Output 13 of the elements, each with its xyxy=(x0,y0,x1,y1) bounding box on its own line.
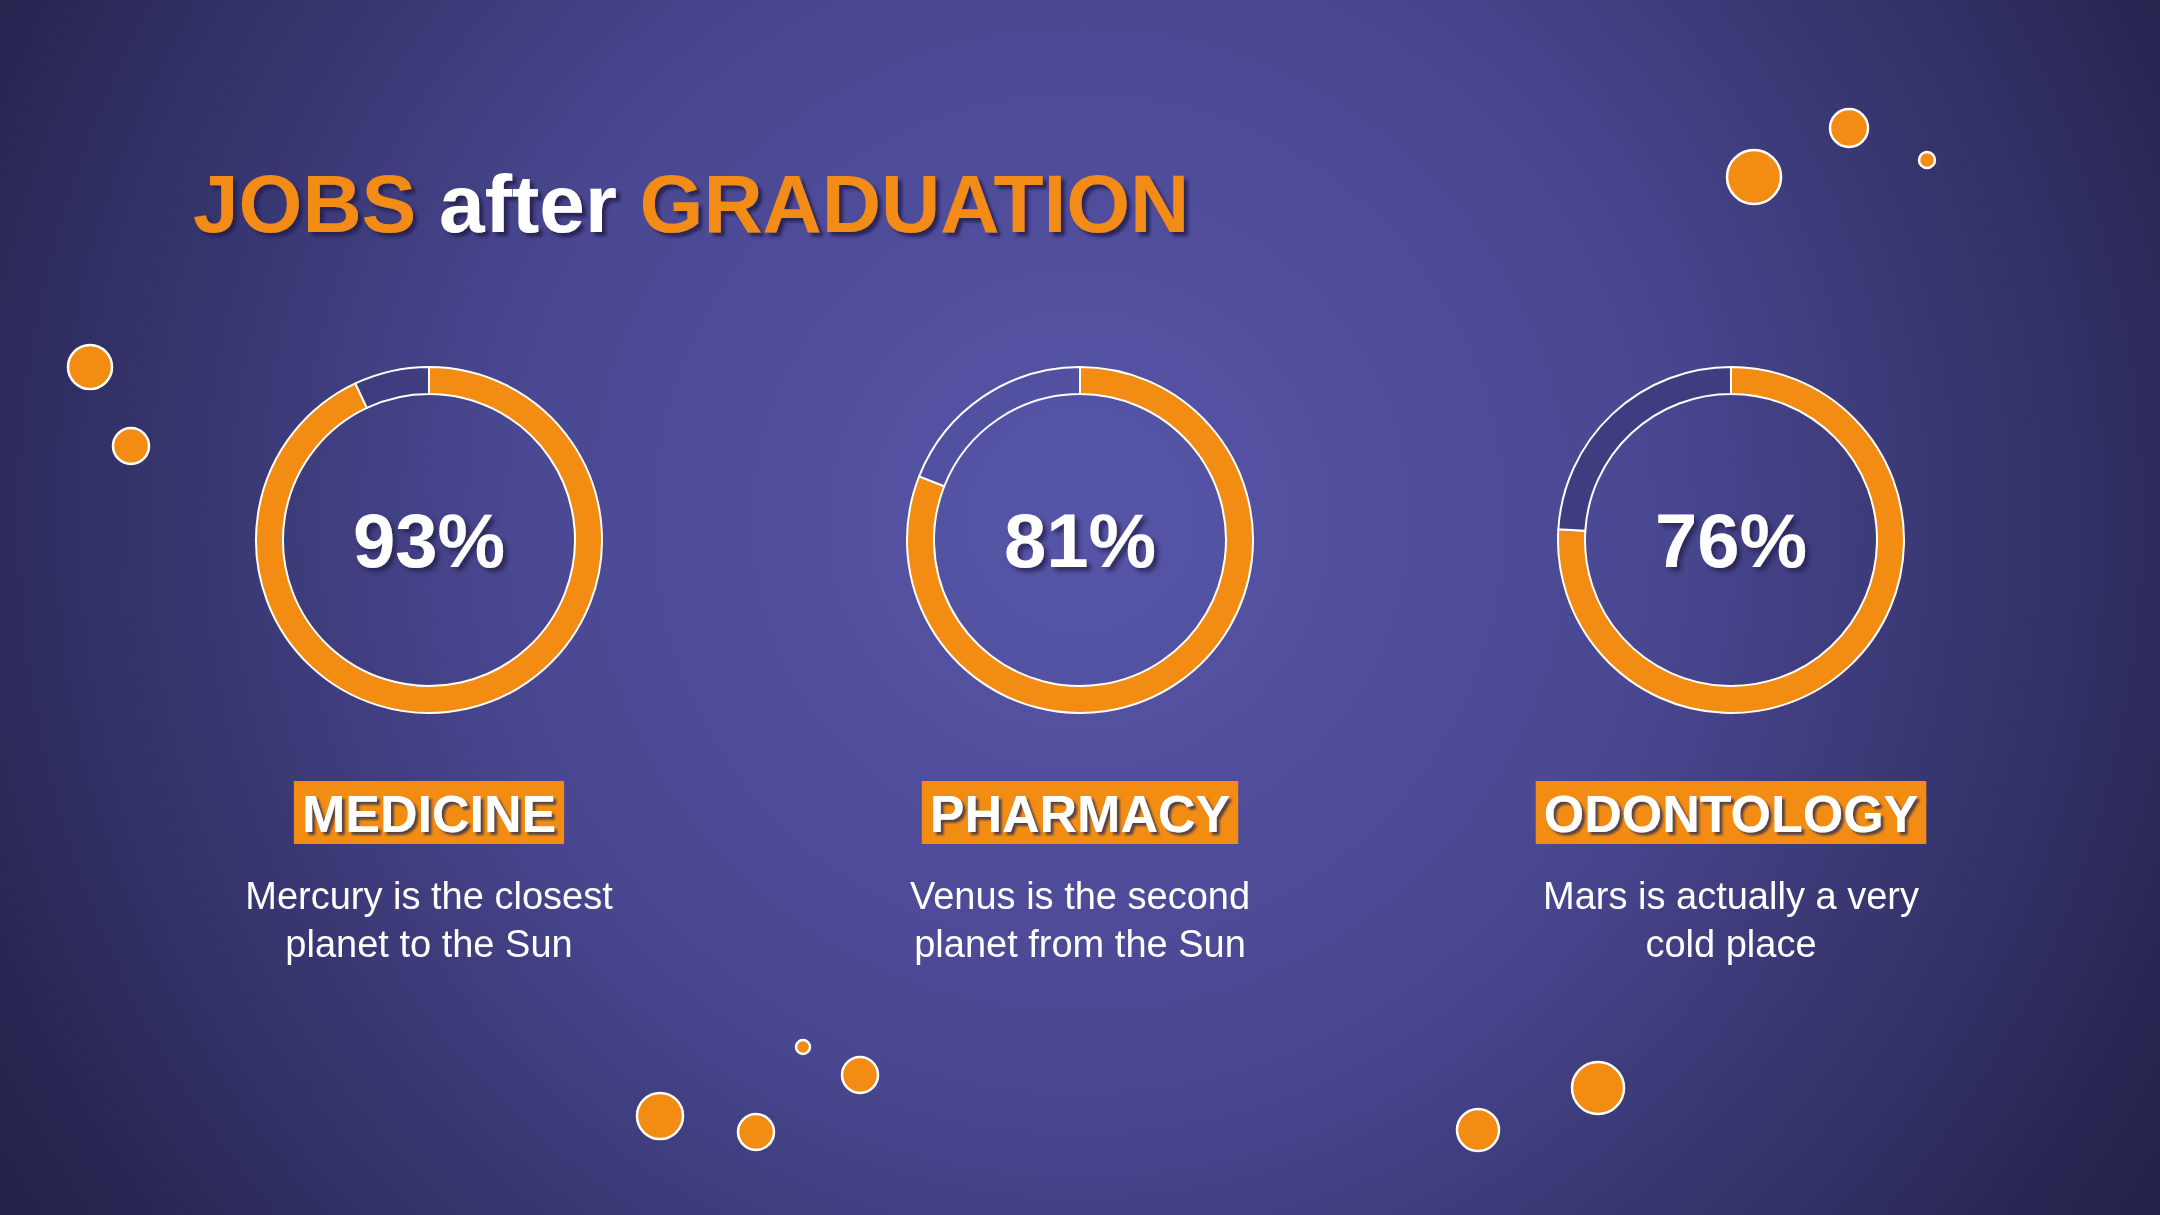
text: Mercury is the closest planet to the Sun xyxy=(245,875,614,965)
text: ODONTOLOGY xyxy=(1543,785,1919,843)
text: Mars is actually a very cold place xyxy=(1543,875,1919,965)
text: JOBS after GRADUATION xyxy=(193,158,1190,249)
donut-slice xyxy=(906,366,1254,714)
data-label: 93% xyxy=(352,498,506,583)
donut-slice xyxy=(1557,366,1905,714)
donut-slice xyxy=(255,366,603,714)
text: Venus is the second planet from the Sun xyxy=(909,875,1251,965)
text: PHARMACY xyxy=(929,785,1231,843)
text: MEDICINE xyxy=(301,785,557,843)
data-label: 81% xyxy=(1003,498,1157,583)
data-label: 76% xyxy=(1654,498,1808,583)
